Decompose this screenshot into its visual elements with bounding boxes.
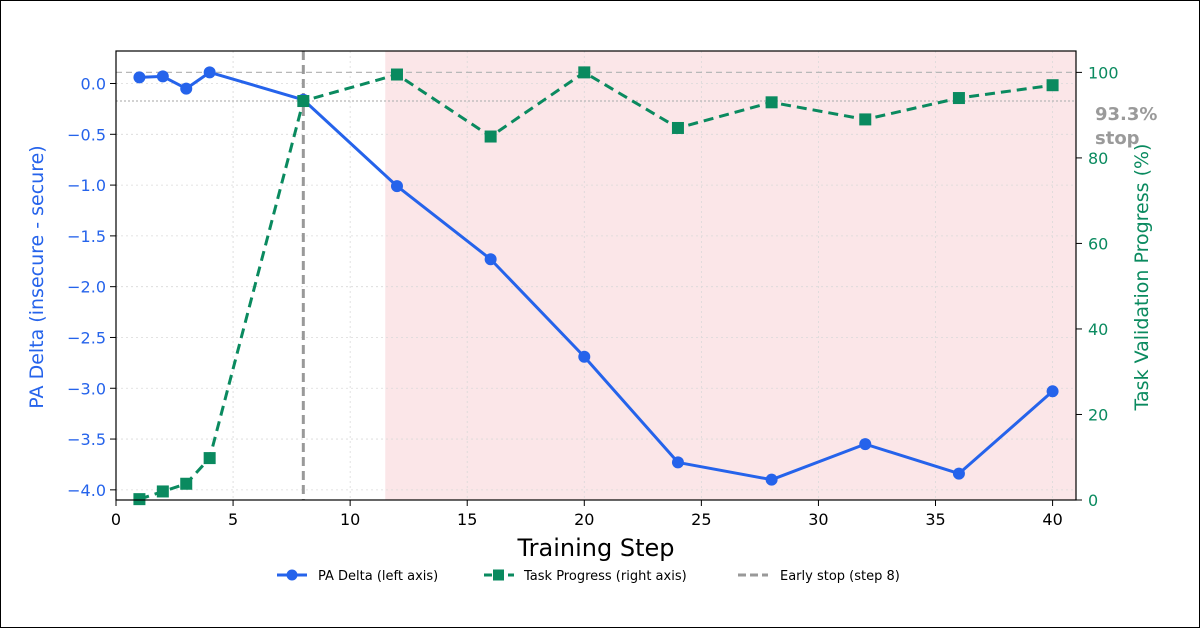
pa-delta-point: [390, 180, 403, 193]
pa-delta-point: [671, 456, 684, 469]
y-axis-right: 0 20 40 60 80 100: [1076, 63, 1119, 510]
task-progress-point: [671, 121, 684, 134]
pa-delta-point: [859, 438, 872, 451]
task-progress-point: [390, 68, 403, 81]
y-right-tick-label: 100: [1088, 63, 1119, 82]
pa-delta-point: [156, 70, 169, 83]
task-progress-point: [203, 452, 216, 465]
x-tick-label: 15: [457, 510, 477, 529]
x-axis-label: Training Step: [517, 534, 675, 562]
task-progress-point: [765, 96, 778, 109]
y-right-tick-label: 20: [1088, 405, 1108, 424]
x-tick-label: 0: [111, 510, 121, 529]
legend-label-pa-delta: PA Delta (left axis): [318, 569, 438, 584]
y-left-tick-label: −1.5: [67, 227, 106, 246]
x-tick-label: 35: [925, 510, 945, 529]
legend-label-task-progress: Task Progress (right axis): [523, 569, 687, 584]
early-stop-annotation-value: 93.3%: [1095, 104, 1157, 125]
legend-item-pa-delta: PA Delta (left axis): [277, 569, 438, 584]
task-progress-point: [133, 493, 146, 506]
task-progress-series: [133, 66, 1059, 506]
x-tick-label: 20: [574, 510, 594, 529]
plot-area-border: [115, 50, 1077, 501]
pa-delta-point: [578, 350, 591, 363]
y-left-tick-label: −2.5: [67, 328, 106, 347]
y-left-tick-label: −3.5: [67, 430, 106, 449]
y-left-tick-label: −1.0: [67, 176, 106, 195]
legend-label-early-stop: Early stop (step 8): [780, 569, 900, 584]
y-axis-right-label: Task Validation Progress (%): [1131, 144, 1153, 412]
pa-delta-point: [180, 82, 193, 95]
y-left-tick-label: 0.0: [81, 75, 106, 94]
x-tick-label: 5: [228, 510, 238, 529]
legend-item-task-progress: Task Progress (right axis): [484, 569, 687, 584]
task-progress-point: [484, 130, 497, 143]
pa-delta-point: [952, 467, 965, 480]
task-progress-point: [859, 113, 872, 126]
y-left-tick-label: −4.0: [67, 481, 106, 500]
pa-delta-point: [1046, 385, 1059, 398]
x-tick-label: 25: [691, 510, 711, 529]
task-progress-point: [952, 92, 965, 105]
pa-delta-point: [133, 71, 146, 84]
y-right-tick-label: 60: [1088, 234, 1108, 253]
pa-delta-point: [203, 66, 216, 79]
task-progress-point: [180, 477, 193, 490]
y-left-tick-label: −3.0: [67, 379, 106, 398]
grid-lines: [115, 51, 1076, 500]
early-stop-annotation-label: stop: [1095, 128, 1140, 149]
pa-delta-point: [484, 253, 497, 266]
x-tick-label: 30: [808, 510, 828, 529]
legend: PA Delta (left axis) Task Progress (righ…: [277, 569, 900, 584]
task-progress-point: [156, 485, 169, 498]
y-left-tick-label: −2.0: [67, 278, 106, 297]
x-tick-label: 10: [340, 510, 360, 529]
y-right-tick-label: 40: [1088, 320, 1108, 339]
y-right-tick-label: 0: [1088, 491, 1098, 510]
legend-item-early-stop: Early stop (step 8): [738, 569, 900, 584]
y-left-tick-label: −0.5: [67, 125, 106, 144]
y-axis-left: 0.0 −0.5 −1.0 −1.5 −2.0 −2.5 −3.0 −3.5 −4.0: [67, 75, 116, 500]
task-progress-point: [578, 66, 591, 79]
task-progress-point: [1046, 79, 1059, 92]
reference-lines: [116, 71, 1076, 102]
y-axis-left-label: PA Delta (insecure - secure): [26, 145, 48, 408]
x-tick-label: 40: [1042, 510, 1062, 529]
y-right-tick-label: 80: [1088, 149, 1108, 168]
task-progress-point: [297, 95, 310, 108]
pa-delta-point: [765, 473, 778, 486]
highlighted-region: [385, 51, 1076, 500]
x-axis: 0 5 10 15 20 25 30 35 40: [111, 500, 1063, 529]
